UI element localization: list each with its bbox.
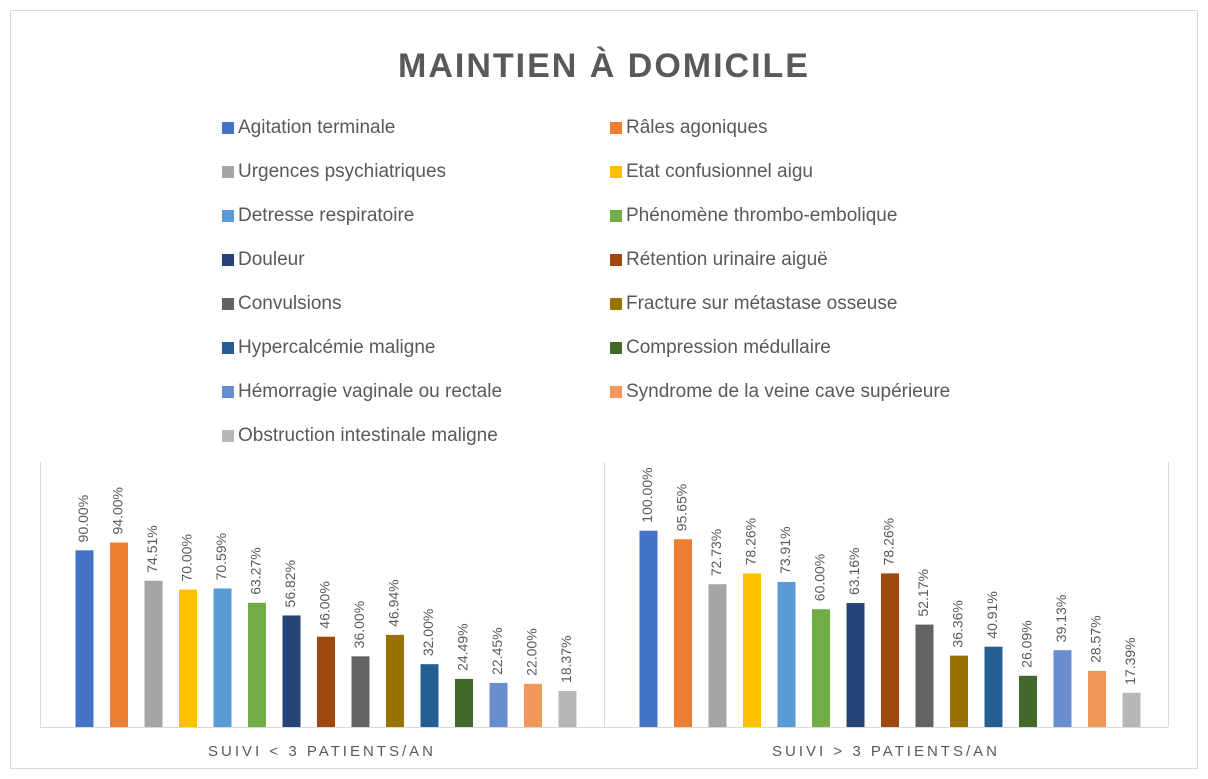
- legend-label: Syndrome de la veine cave supérieure: [626, 381, 950, 402]
- bar: [386, 634, 404, 727]
- data-label: 60.00%: [812, 554, 828, 601]
- bar: [213, 588, 232, 727]
- data-label: 32.00%: [420, 609, 436, 656]
- bar: [1053, 650, 1072, 727]
- x-tick-label: SUIVI < 3 PATIENTS/AN: [208, 743, 436, 760]
- data-label: 39.13%: [1053, 595, 1069, 642]
- data-label: 78.26%: [743, 518, 759, 565]
- data-label: 36.00%: [351, 601, 367, 648]
- bar: [248, 602, 266, 727]
- data-label: 63.27%: [248, 547, 264, 594]
- legend-label: Etat confusionnel aigu: [626, 161, 813, 182]
- legend-label: Compression médullaire: [626, 337, 831, 358]
- bar: [639, 530, 658, 727]
- bar: [984, 646, 1003, 727]
- legend-label: Douleur: [238, 249, 305, 270]
- legend-swatch: [610, 210, 622, 222]
- bar: [524, 683, 542, 727]
- bar: [674, 539, 692, 727]
- bar: [846, 603, 865, 727]
- bar: [743, 573, 761, 727]
- legend-label: Hémorragie vaginale ou rectale: [238, 381, 502, 402]
- bar: [708, 584, 727, 727]
- legend-label: Hypercalcémie maligne: [238, 337, 435, 358]
- legend-swatch: [222, 166, 234, 178]
- legend-swatch: [610, 342, 622, 354]
- data-label: 22.45%: [489, 627, 505, 674]
- legend-label: Râles agoniques: [626, 117, 768, 138]
- legend-label: Agitation terminale: [238, 117, 395, 138]
- data-label: 78.26%: [881, 518, 897, 565]
- data-label: 74.51%: [144, 525, 160, 572]
- data-label: 17.39%: [1122, 637, 1138, 684]
- legend-label: Fracture sur métastase osseuse: [626, 293, 897, 314]
- legend-label: Rétention urinaire aiguë: [626, 249, 828, 270]
- bar: [179, 589, 197, 727]
- bar: [489, 682, 508, 727]
- bar: [351, 656, 370, 727]
- legend-swatch: [610, 122, 622, 134]
- data-label: 56.82%: [282, 560, 298, 607]
- data-label: 70.59%: [213, 533, 229, 580]
- bar: [881, 573, 899, 727]
- data-label: 28.57%: [1088, 615, 1104, 662]
- data-label: 73.91%: [777, 526, 793, 573]
- data-label: 18.37%: [558, 635, 574, 682]
- legend-label: Detresse respiratoire: [238, 205, 414, 226]
- data-label: 95.65%: [674, 484, 690, 531]
- data-label: 100.00%: [639, 467, 655, 522]
- bar: [144, 580, 163, 727]
- bar: [915, 624, 934, 727]
- bar: [1019, 675, 1037, 727]
- bar: [110, 542, 128, 727]
- legend-swatch: [222, 122, 234, 134]
- x-tick-label: SUIVI > 3 PATIENTS/AN: [772, 743, 1000, 760]
- bar: [558, 690, 577, 727]
- legend-swatch: [222, 210, 234, 222]
- legend-label: Urgences psychiatriques: [238, 161, 446, 182]
- bar: [420, 664, 439, 727]
- legend-swatch: [610, 254, 622, 266]
- bar: [812, 609, 830, 727]
- legend-label: Phénomène thrombo-embolique: [626, 205, 897, 226]
- legend-swatch: [222, 254, 234, 266]
- data-label: 24.49%: [455, 623, 471, 670]
- data-label: 46.00%: [317, 581, 333, 628]
- bar: [75, 550, 94, 727]
- legend-swatch: [222, 298, 234, 310]
- data-label: 94.00%: [110, 487, 126, 534]
- data-label: 26.09%: [1019, 620, 1035, 667]
- data-label: 52.17%: [915, 569, 931, 616]
- chart-title: MAINTIEN À DOMICILE: [398, 47, 810, 85]
- data-label: 70.00%: [179, 534, 195, 581]
- data-label: 46.94%: [386, 579, 402, 626]
- legend-label: Convulsions: [238, 293, 342, 314]
- legend-swatch: [610, 166, 622, 178]
- bar: [950, 655, 968, 727]
- legend-swatch: [222, 342, 234, 354]
- data-label: 63.16%: [846, 548, 862, 595]
- bar: [282, 615, 301, 727]
- bar: [317, 636, 335, 727]
- legend-swatch: [610, 386, 622, 398]
- bar: [455, 678, 473, 727]
- legend-label: Obstruction intestinale maligne: [238, 425, 498, 446]
- legend-swatch: [222, 386, 234, 398]
- bar: [777, 581, 796, 727]
- legend-swatch: [610, 298, 622, 310]
- data-label: 22.00%: [524, 628, 540, 675]
- bar: [1088, 670, 1106, 727]
- legend-swatch: [222, 430, 234, 442]
- data-label: 72.73%: [708, 529, 724, 576]
- data-label: 40.91%: [984, 591, 1000, 638]
- data-label: 90.00%: [75, 495, 91, 542]
- bar: [1122, 692, 1141, 727]
- data-label: 36.36%: [950, 600, 966, 647]
